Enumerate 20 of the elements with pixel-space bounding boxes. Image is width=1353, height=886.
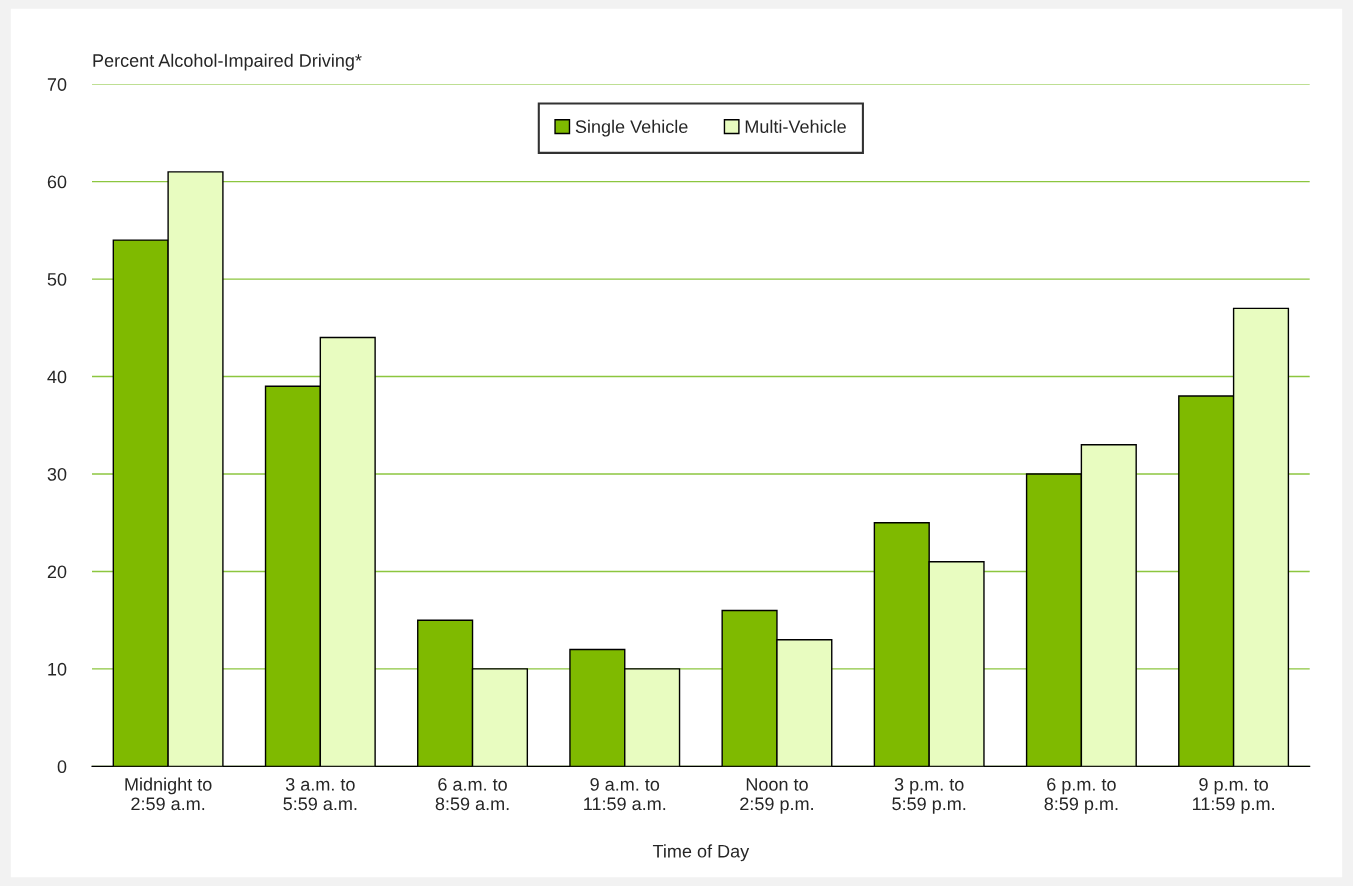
x-tick-label: Midnight to 2:59 a.m.	[125, 777, 212, 811]
y-tick-label: 60	[47, 175, 67, 189]
y-tick-label: 70	[47, 78, 67, 91]
x-tick-label: 3 a.m. to 5:59 a.m.	[283, 777, 357, 811]
y-axis-title: Percent Alcohol-Impaired Driving*	[93, 53, 362, 71]
x-tick-label: 9 a.m. to 11:59 a.m.	[584, 777, 666, 811]
x-axis-title: Time of Day	[652, 844, 750, 862]
y-tick-label: 40	[47, 370, 67, 384]
y-tick-label: 0	[57, 760, 67, 774]
x-tick-label: Noon to 2:59 p.m.	[740, 778, 813, 814]
x-tick-label: 3 p.m. to 5:59 p.m.	[892, 777, 966, 814]
legend-label: Single Vehicle	[575, 119, 688, 137]
legend-label: Multi-Vehicle	[745, 119, 846, 134]
y-tick-label: 50	[47, 273, 67, 286]
x-tick-label: 6 a.m. to 8:59 a.m.	[435, 777, 509, 811]
y-tick-label: 20	[47, 565, 67, 579]
y-tick-label: 10	[48, 662, 67, 676]
x-tick-label: 6 p.m. to 8:59 p.m.	[1044, 777, 1118, 814]
y-tick-label: 30	[47, 467, 67, 481]
x-tick-label: 9 p.m. to 11:59 p.m.	[1192, 777, 1274, 814]
